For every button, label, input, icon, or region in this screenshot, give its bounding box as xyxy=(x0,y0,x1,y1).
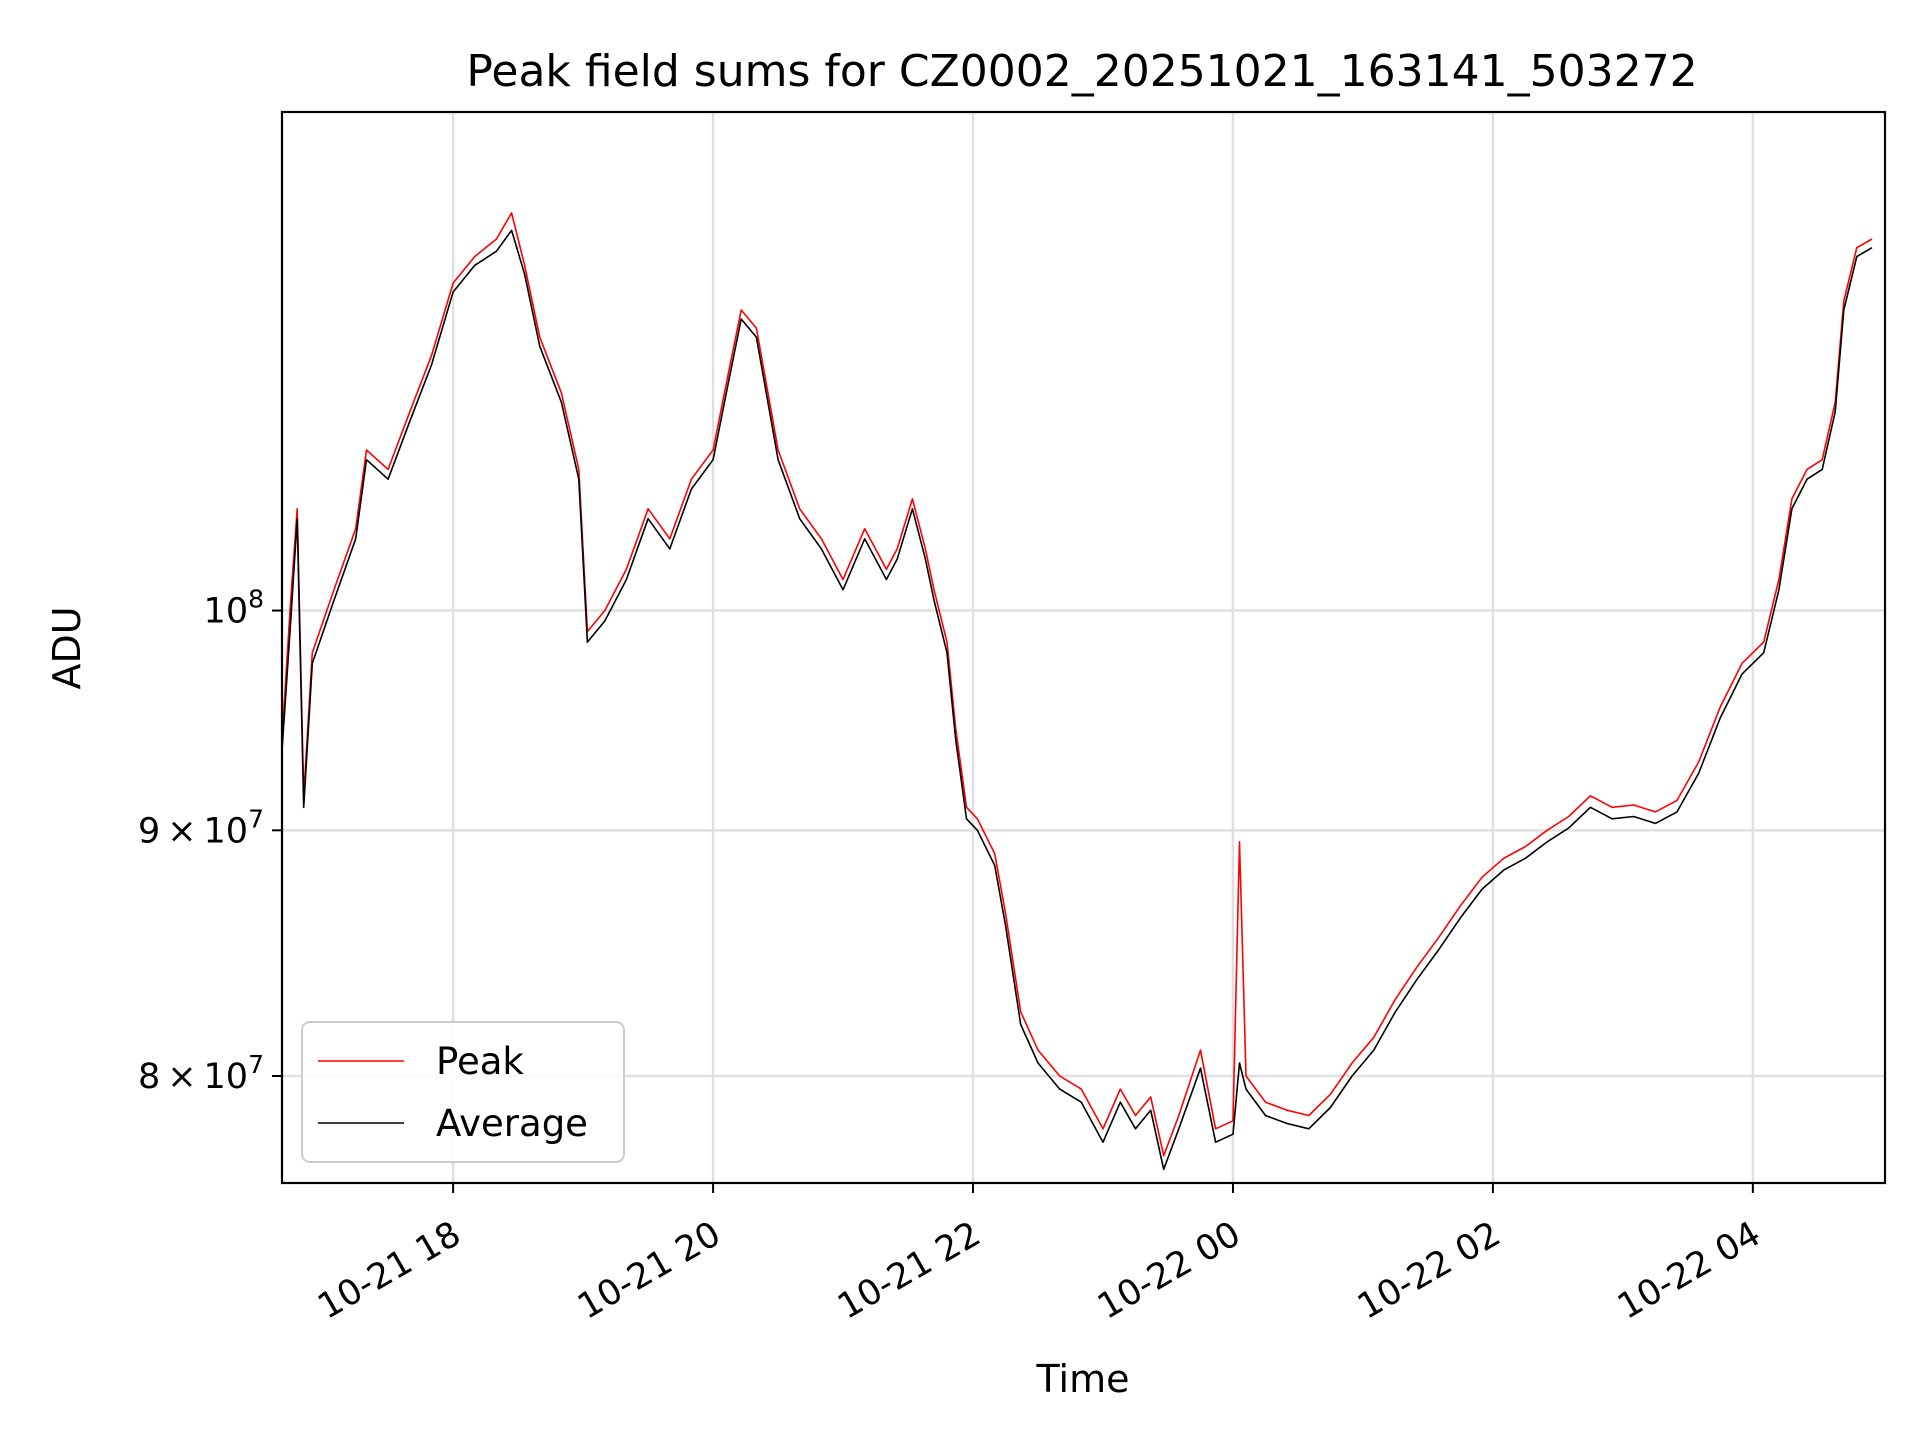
x-tick-label: 10-21 22 xyxy=(831,1214,987,1327)
x-tick-label: 10-22 00 xyxy=(1091,1214,1247,1327)
chart-title: Peak field sums for CZ0002_20251021_1631… xyxy=(466,46,1697,97)
y-axis-label: ADU xyxy=(45,606,89,689)
x-tick-label: 10-22 02 xyxy=(1351,1214,1507,1327)
series-line-average xyxy=(281,229,1873,1171)
legend-label-average: Average xyxy=(436,1102,588,1145)
series-line-peak xyxy=(281,212,1873,1157)
y-tick-label: 108 xyxy=(204,585,264,632)
x-tick-label: 10-21 20 xyxy=(571,1214,727,1327)
x-tick-label: 10-21 18 xyxy=(311,1214,467,1327)
plot-frame xyxy=(280,110,1887,1185)
legend-label-peak: Peak xyxy=(436,1040,524,1083)
legend-box xyxy=(301,1021,625,1163)
series-layer xyxy=(281,212,1873,1171)
legend: Peak Average xyxy=(301,1021,625,1163)
y-tick-label: 9 × 107 xyxy=(138,804,264,851)
x-axis-label: Time xyxy=(1036,1357,1130,1401)
y-tick-label: 8 × 107 xyxy=(138,1050,264,1097)
x-tick-label: 10-22 04 xyxy=(1611,1214,1767,1327)
y-axis-ticks: 8 × 107 9 × 107 108 xyxy=(138,585,282,1097)
x-axis-ticks: 10-21 18 10-21 20 10-21 22 10-22 00 10-22 02… xyxy=(311,1183,1767,1327)
